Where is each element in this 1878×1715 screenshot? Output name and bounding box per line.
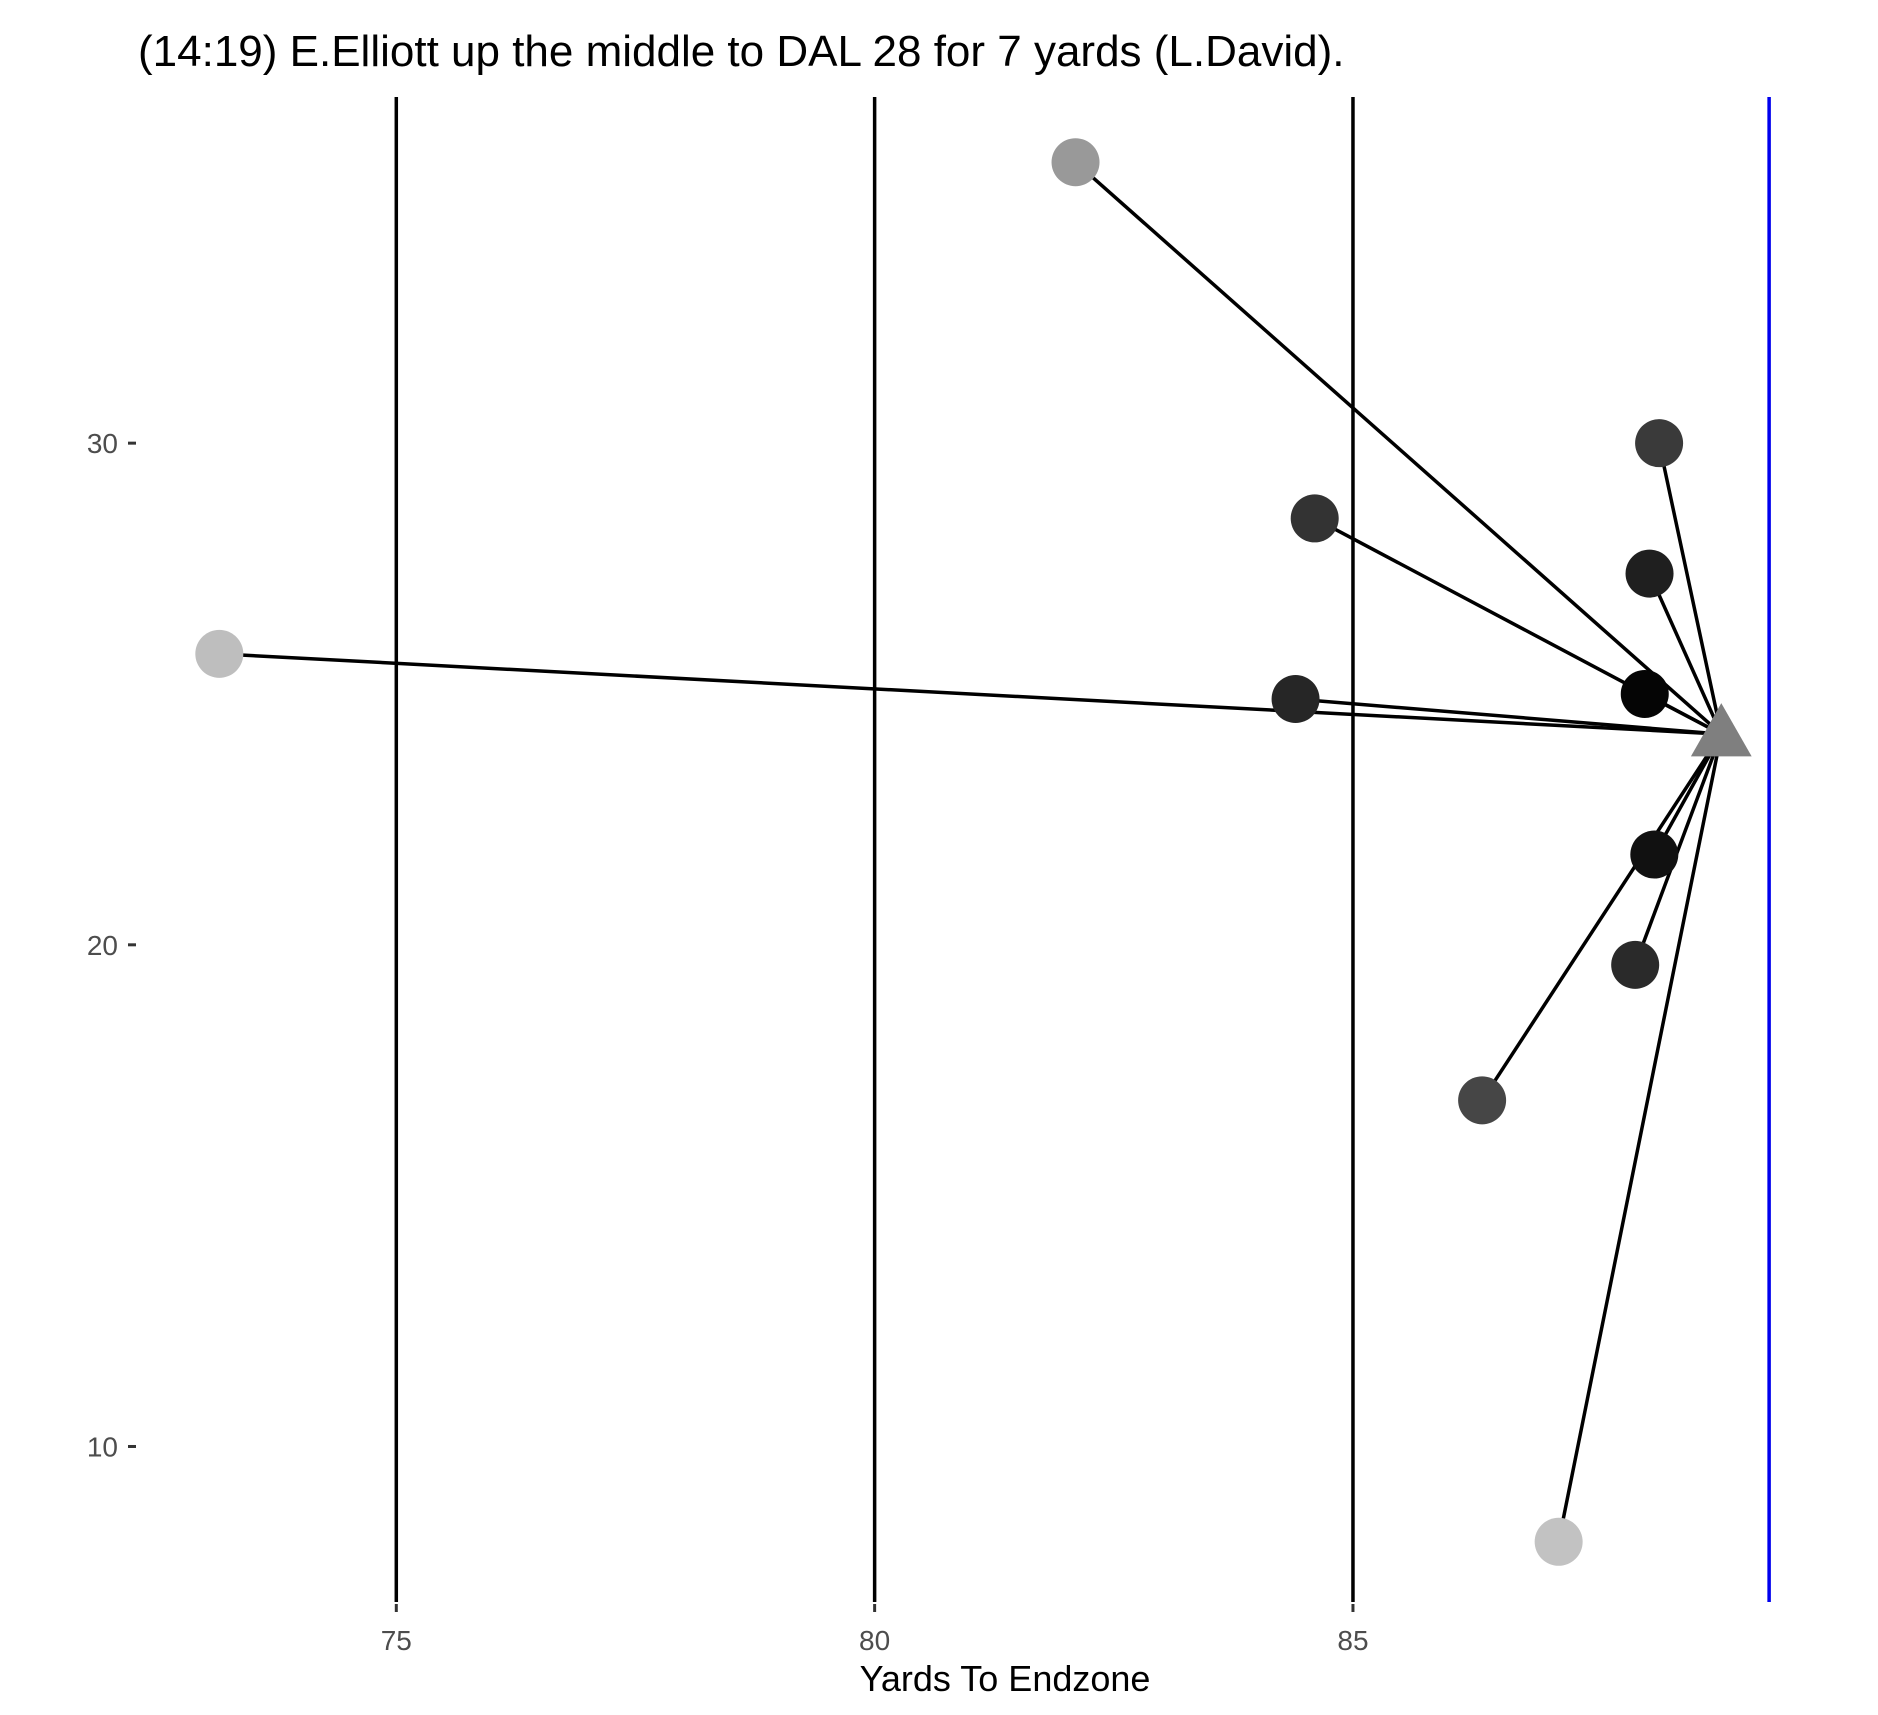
player-point	[1271, 675, 1320, 723]
player-point	[1534, 1517, 1583, 1566]
player-segment	[1556, 733, 1723, 1543]
player-segment	[1647, 572, 1723, 735]
player-point	[1051, 138, 1100, 187]
player-segment	[1480, 733, 1723, 1102]
player-point	[1611, 940, 1660, 989]
x-tick-label: 85	[1337, 1625, 1368, 1656]
player-point	[1620, 669, 1669, 718]
player-segment	[1074, 160, 1723, 736]
y-tick-label: 20	[87, 930, 118, 961]
player-segments	[219, 160, 1723, 1543]
player-segment	[1657, 442, 1723, 735]
y-tick-label: 30	[87, 428, 118, 459]
player-point	[1630, 830, 1679, 879]
ball-carrier-group	[1690, 703, 1752, 757]
x-tick-label: 80	[859, 1625, 890, 1656]
player-points	[195, 138, 1684, 1566]
y-axis-ticks: 10 20 30	[87, 428, 136, 1462]
player-point	[1458, 1076, 1507, 1125]
player-point	[1635, 419, 1684, 468]
yard-lines	[394, 97, 1355, 1602]
x-tick-label: 75	[381, 1625, 412, 1656]
x-axis-ticks: 75 80 85	[381, 1604, 1369, 1656]
chart-title: (14:19) E.Elliott up the middle to DAL 2…	[138, 27, 1345, 76]
ball-carrier-marker	[1690, 703, 1752, 757]
player-point	[1625, 549, 1674, 598]
player-point	[195, 629, 244, 678]
x-axis-label: Yards To Endzone	[860, 1658, 1151, 1699]
player-segment	[1295, 697, 1722, 736]
player-point	[1290, 494, 1339, 543]
y-tick-label: 10	[87, 1431, 118, 1462]
player-segment	[1633, 733, 1723, 966]
player-segment	[219, 652, 1722, 736]
